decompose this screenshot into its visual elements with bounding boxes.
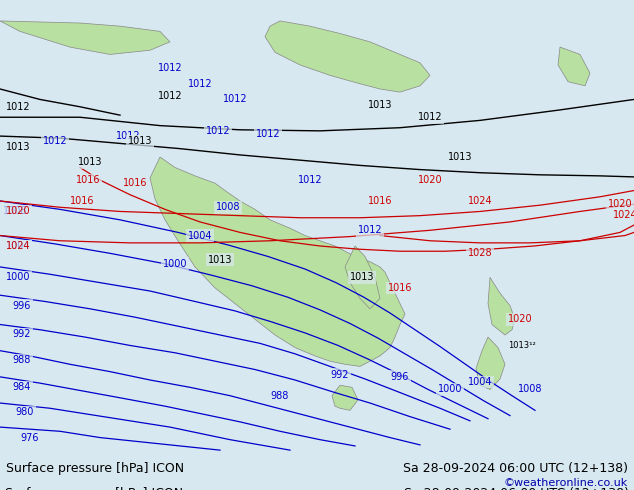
Text: 984: 984 [13, 382, 31, 392]
Text: Surface pressure [hPa] ICON: Surface pressure [hPa] ICON [5, 487, 183, 490]
Text: Sa 28-09-2024 06:00 UTC (12+138): Sa 28-09-2024 06:00 UTC (12+138) [404, 487, 629, 490]
Text: 1008: 1008 [3, 206, 27, 217]
Text: 1012: 1012 [158, 63, 183, 73]
Text: 992: 992 [13, 329, 31, 339]
Text: 976: 976 [21, 433, 39, 442]
Text: 1028: 1028 [468, 248, 493, 258]
Text: 1024: 1024 [612, 210, 634, 220]
Polygon shape [558, 47, 590, 86]
Text: 1020: 1020 [508, 314, 533, 324]
Text: 1013: 1013 [6, 142, 30, 151]
Text: 1012: 1012 [115, 131, 140, 141]
Text: 1013: 1013 [78, 157, 102, 167]
Text: 1020: 1020 [6, 206, 30, 217]
Text: 1012: 1012 [205, 126, 230, 136]
Text: Surface pressure [hPa] ICON: Surface pressure [hPa] ICON [6, 462, 184, 475]
Text: 1004: 1004 [468, 377, 492, 387]
Text: ©weatheronline.co.uk: ©weatheronline.co.uk [503, 478, 628, 488]
Text: 1013: 1013 [127, 136, 152, 147]
Text: 1013¹²: 1013¹² [508, 341, 536, 350]
Text: 1012: 1012 [42, 136, 67, 147]
Polygon shape [265, 21, 430, 92]
Polygon shape [332, 385, 358, 410]
Text: 1008: 1008 [216, 202, 240, 212]
Text: 988: 988 [13, 355, 31, 365]
Text: 1013: 1013 [448, 152, 472, 162]
Text: 1012: 1012 [223, 95, 247, 104]
Text: 1013: 1013 [208, 255, 232, 265]
Text: 1012: 1012 [418, 112, 443, 122]
Text: 1004: 1004 [6, 241, 30, 251]
Text: 1000: 1000 [6, 272, 30, 282]
Text: Sa 28-09-2024 06:00 UTC (12+138): Sa 28-09-2024 06:00 UTC (12+138) [403, 462, 628, 475]
Text: 1012: 1012 [158, 91, 183, 101]
Text: 1012: 1012 [298, 175, 322, 185]
Text: 1004: 1004 [188, 230, 212, 241]
Polygon shape [488, 277, 515, 335]
Polygon shape [476, 337, 505, 390]
Text: 1024: 1024 [6, 241, 30, 251]
Text: 1000: 1000 [163, 259, 187, 269]
Text: 1016: 1016 [70, 196, 94, 206]
Text: 1012: 1012 [6, 102, 30, 112]
Text: 996: 996 [391, 372, 409, 382]
Text: 1020: 1020 [418, 175, 443, 185]
Text: 1012: 1012 [256, 129, 280, 139]
Text: 1016: 1016 [368, 196, 392, 206]
Text: 992: 992 [331, 370, 349, 380]
Text: 1024: 1024 [468, 196, 493, 206]
Text: 1016: 1016 [388, 283, 412, 293]
Text: 1012: 1012 [358, 225, 382, 235]
Text: 1013: 1013 [368, 99, 392, 110]
Polygon shape [345, 246, 380, 309]
Text: 988: 988 [271, 391, 289, 401]
Polygon shape [150, 157, 405, 367]
Text: 1020: 1020 [607, 199, 632, 209]
Text: 980: 980 [16, 408, 34, 417]
Text: 996: 996 [13, 301, 31, 311]
Polygon shape [0, 21, 170, 54]
Text: 1013: 1013 [350, 272, 374, 282]
Text: 1016: 1016 [123, 178, 147, 188]
Text: 1000: 1000 [437, 385, 462, 394]
Text: 1008: 1008 [518, 385, 542, 394]
Text: 1012: 1012 [188, 79, 212, 89]
Text: 1016: 1016 [75, 175, 100, 185]
